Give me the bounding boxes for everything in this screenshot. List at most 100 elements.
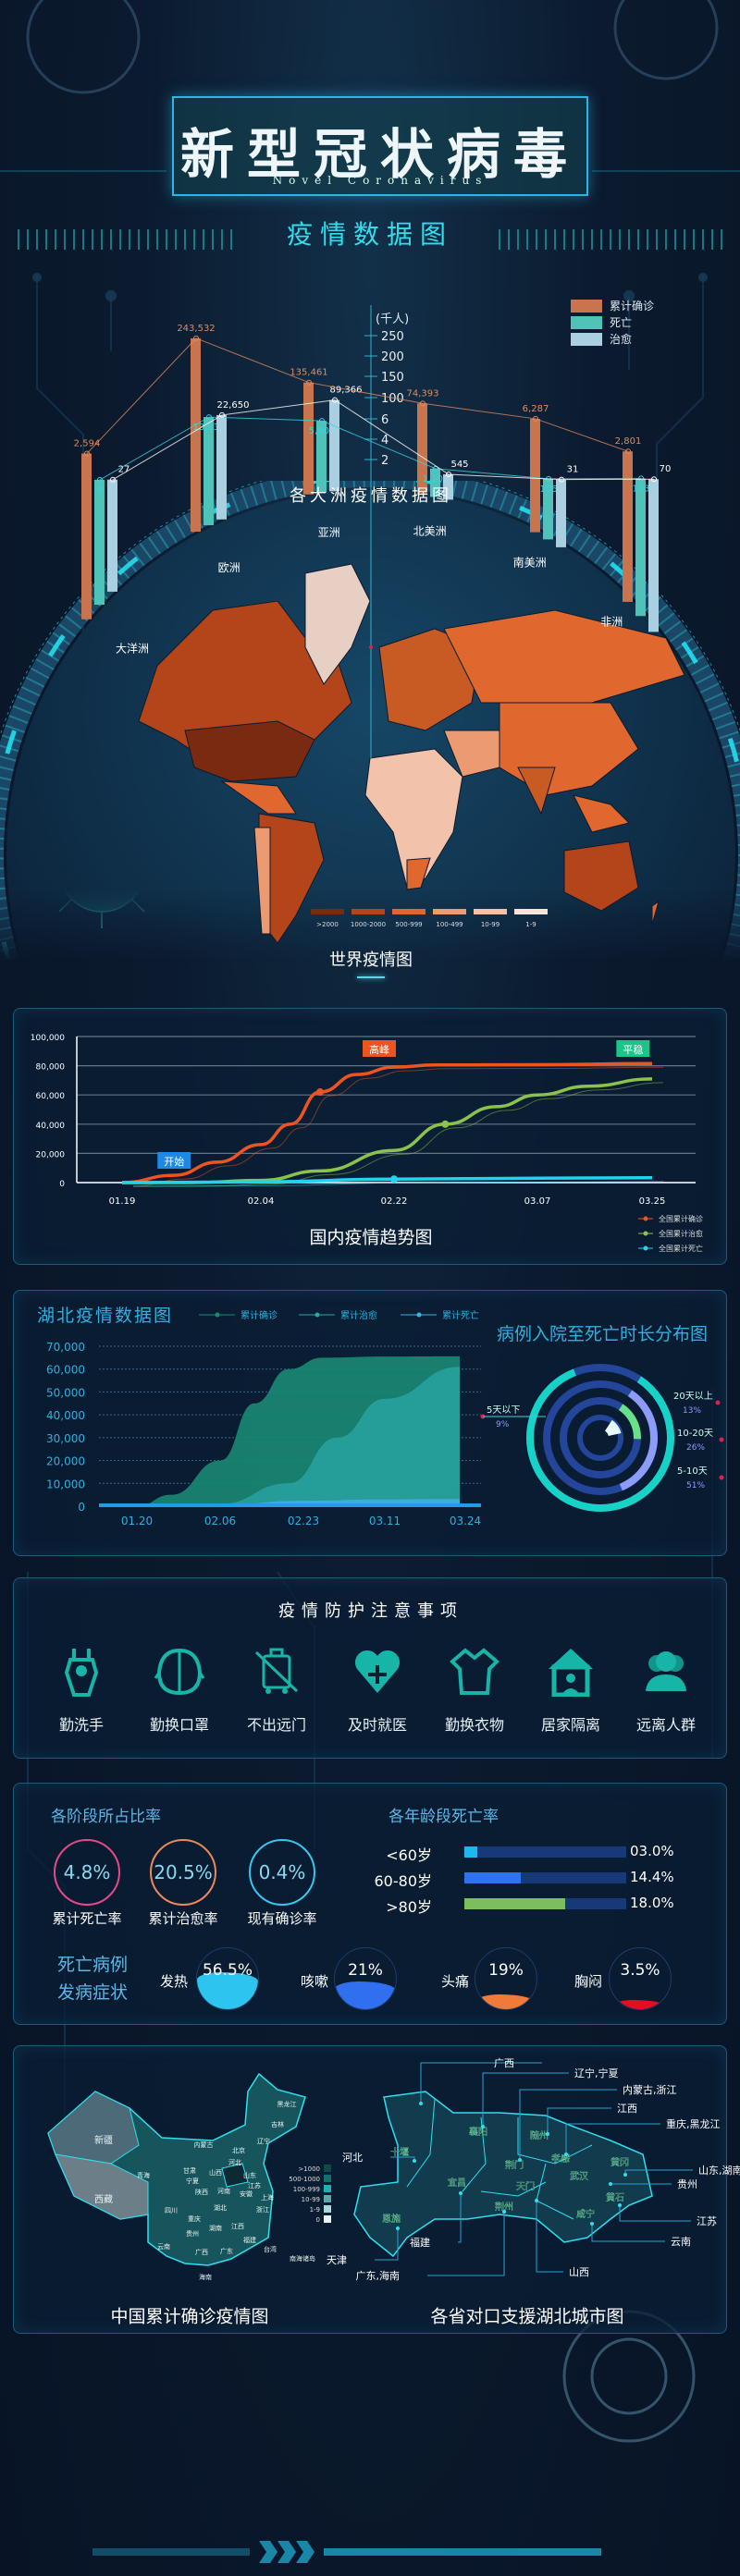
home-icon <box>545 1645 597 1698</box>
legend-swatch <box>324 2215 331 2223</box>
center-dot <box>369 645 373 649</box>
province-label: 安徽 <box>240 2190 253 2198</box>
y-tick-label: 70,000 <box>46 1341 85 1354</box>
section-title: 疫情数据图 <box>286 219 453 250</box>
radial-title: 病例入院至死亡时长分布图 <box>497 1324 709 1344</box>
series-point <box>625 448 631 455</box>
bar-recovered <box>556 479 566 547</box>
city-label: 恩施 <box>382 2213 401 2225</box>
series-point <box>193 335 199 341</box>
region-hubei <box>221 2163 249 2188</box>
radial-value: 51% <box>686 1481 705 1490</box>
axis-tick-label: 100 <box>381 392 404 406</box>
province-label: 广西 <box>195 2248 208 2256</box>
support-leader-line <box>565 2123 660 2154</box>
province-label: 山东 <box>243 2171 256 2179</box>
series-point <box>319 418 325 424</box>
city-label: 天门 <box>516 2180 535 2192</box>
province-label: 江西 <box>231 2223 244 2230</box>
rate-label: 累计死亡率 <box>52 1910 122 1927</box>
support-label: 山东,湖南 <box>698 2165 740 2177</box>
x-tick-label: 02.23 <box>288 1515 319 1527</box>
bar-value-label: 5,806 <box>309 426 336 436</box>
province-label: 福建 <box>243 2236 256 2244</box>
legend-swatch <box>324 2195 331 2202</box>
x-tick-label: 02.06 <box>204 1515 236 1527</box>
city-border <box>517 2117 593 2165</box>
precaution-label: 勤换口罩 <box>149 1716 209 1734</box>
province-label: 山西 <box>209 2168 222 2177</box>
annotation-label: 开始 <box>164 1155 184 1168</box>
legend-item: 死亡 <box>571 313 654 329</box>
province-label: 宁夏 <box>186 2177 199 2185</box>
legend-swatch <box>571 299 602 313</box>
china-map-title: 中国累计确诊疫情图 <box>110 2306 269 2327</box>
y-tick-label: 40,000 <box>46 1409 85 1422</box>
rate-circle: 4.8% <box>54 1839 120 1906</box>
province-label: 北京 <box>232 2146 245 2154</box>
city-label: 黄冈 <box>610 2156 629 2168</box>
symptom-gauge-fill <box>475 1993 536 2009</box>
support-label: 云南 <box>671 2236 691 2248</box>
annotation-label: 平稳 <box>623 1043 643 1056</box>
continent-label: 南美洲 <box>513 556 547 570</box>
support-dot <box>609 2182 612 2186</box>
radial-value: 9% <box>496 1420 510 1429</box>
bar-recovered <box>107 479 117 592</box>
y-tick-label: 20,000 <box>46 1455 85 1468</box>
city-label: 襄阳 <box>469 2126 487 2138</box>
series-point <box>306 379 312 386</box>
hand-wash-icon <box>56 1645 107 1697</box>
age-progress-bar <box>464 1846 626 1858</box>
axis-tick-label: 6 <box>381 413 388 427</box>
support-dot <box>396 2226 400 2230</box>
symptom-gauge-fill <box>335 1981 396 2009</box>
bar-recovered <box>443 474 453 500</box>
legend-item: 治愈 <box>571 329 654 346</box>
x-tick-label: 01.20 <box>121 1515 153 1527</box>
symptom-value: 3.5% <box>620 1961 660 1980</box>
legend-label: 全国累计确诊 <box>659 1214 703 1223</box>
precaution-label: 不出远门 <box>246 1716 306 1734</box>
city-label: 十堰 <box>390 2146 409 2158</box>
axis-tick-label: 2 <box>381 454 388 468</box>
province-label: 吉林 <box>271 2120 284 2128</box>
symptom-gauge: 56.5% <box>196 1947 259 2010</box>
continent-chart: >2000 1000-2000 500-999 100-499 10-99 1-9 250 2… <box>0 305 740 999</box>
radial-dot <box>719 1437 724 1442</box>
support-label: 贵州 <box>677 2178 697 2190</box>
bar-value-label: 243,532 <box>177 324 215 334</box>
support-label: 天津 <box>327 2254 347 2266</box>
support-dot <box>481 2125 485 2128</box>
bar-value-label: 22,650 <box>217 400 250 411</box>
legend-label: 累计确诊 <box>240 1309 278 1321</box>
series-point <box>420 400 426 407</box>
support-dot <box>623 2173 627 2177</box>
trend-title: 国内疫情趋势图 <box>309 1227 433 1248</box>
map-legend-swatch <box>433 909 466 914</box>
series-shadow-line <box>132 1181 664 1187</box>
series-point <box>110 476 116 483</box>
map-legend-swatch <box>514 909 548 914</box>
bar-value-label: 2,801 <box>615 436 642 447</box>
age-value: 18.0% <box>630 1895 674 1911</box>
radial-segment <box>526 1368 674 1512</box>
rates-title: 各阶段所占比率 <box>51 1808 161 1826</box>
series-point <box>206 414 212 421</box>
city-label: 荆门 <box>505 2159 524 2171</box>
precaution-label: 勤换衣物 <box>444 1716 504 1734</box>
country-greenland <box>304 563 371 685</box>
y-tick-label: 40,000 <box>36 1122 66 1131</box>
province-label: 江苏 <box>248 2181 261 2190</box>
radial-dot <box>715 1400 721 1405</box>
continent-chart-title: 各大洲疫情数据图 <box>290 486 452 506</box>
legend-label: 100-999 <box>293 2186 320 2193</box>
trend-chart: 100,000 80,000 60,000 40,000 20,000 0 01.19 02.… <box>31 1034 703 1253</box>
series-point <box>219 411 225 418</box>
legend-swatch <box>324 2175 331 2182</box>
bar-recovered <box>216 414 227 520</box>
y-tick-label: 30,000 <box>46 1432 85 1445</box>
bar-value-label: 27 <box>118 465 130 475</box>
bar-confirmed <box>417 403 427 495</box>
area-1 <box>137 1367 460 1506</box>
